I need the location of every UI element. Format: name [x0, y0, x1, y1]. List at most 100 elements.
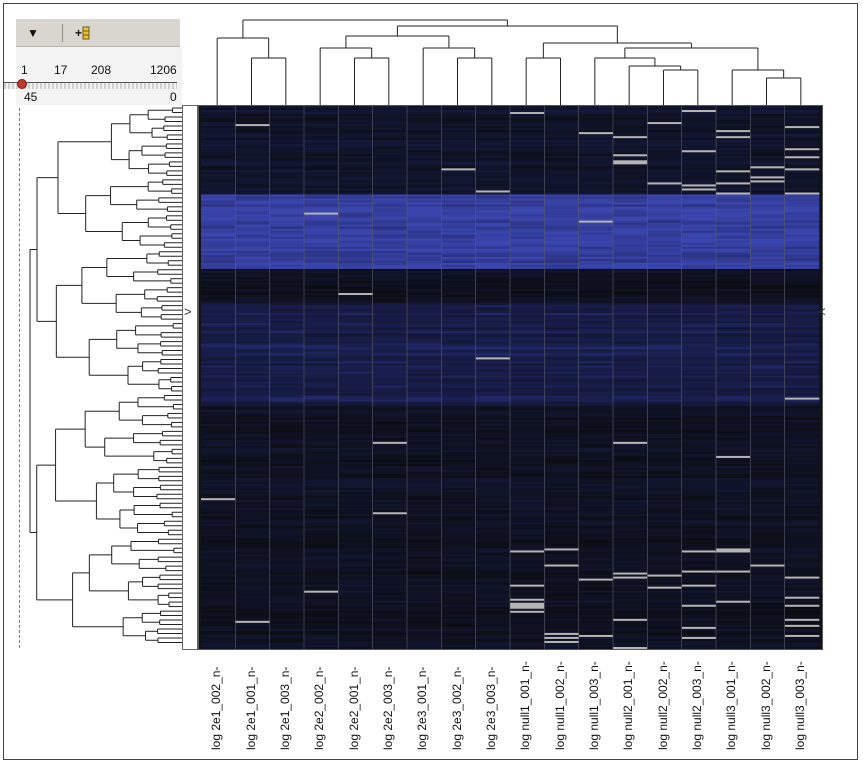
heatmap-cell: [441, 510, 476, 513]
heatmap-cell: [750, 184, 785, 187]
heatmap-cell: [407, 152, 442, 155]
heatmap-cell: [407, 409, 442, 412]
heatmap-cell: [338, 321, 373, 324]
heatmap-cell: [613, 162, 648, 165]
heatmap-cell: [201, 120, 236, 123]
heatmap-cell: [475, 166, 511, 169]
heatmap-cell: [235, 365, 270, 368]
heatmap-cell: [681, 120, 717, 123]
heatmap-cell: [201, 172, 236, 175]
heatmap-cell: [269, 524, 305, 527]
heatmap-cell: [304, 425, 339, 429]
left-chevron-icon[interactable]: >: [184, 304, 192, 319]
heatmap[interactable]: [198, 105, 823, 650]
heatmap-cell: [544, 254, 579, 258]
heatmap-cell: [578, 598, 614, 602]
heatmap-cell: [613, 576, 648, 579]
heatmap-cell: [441, 234, 476, 238]
heatmap-cell: [750, 377, 785, 380]
heatmap-cell: [578, 262, 614, 266]
heatmap-cell: [235, 459, 270, 463]
heatmap-cell: [338, 550, 373, 553]
heatmap-cell: [201, 305, 236, 308]
heatmap-cell: [441, 170, 476, 173]
heatmap-cell: [578, 498, 614, 501]
heatmap-cell: [269, 218, 305, 221]
heatmap-cell: [544, 576, 579, 579]
heatmap-cell: [681, 327, 717, 330]
heatmap-cell: [510, 542, 545, 545]
heatmap-cell: [201, 248, 236, 252]
heatmap-cell: [681, 409, 717, 412]
heatmap-cell: [716, 389, 751, 392]
heatmap-cell: [613, 468, 648, 471]
heatmap-cell: [544, 492, 579, 495]
heatmap-cell: [750, 252, 785, 256]
heatmap-cell: [407, 590, 442, 593]
heatmap-cell: [613, 234, 648, 238]
heatmap-cell: [647, 315, 682, 318]
heatmap-cell: [647, 182, 682, 185]
add-cluster-icon[interactable]: +: [72, 23, 94, 43]
heatmap-cell: [269, 552, 305, 555]
heatmap-cell: [578, 236, 614, 240]
heatmap-cell: [750, 381, 785, 384]
heatmap-cell: [784, 164, 820, 167]
heatmap-cell: [441, 564, 476, 567]
heatmap-cell: [304, 178, 339, 181]
heatmap-cell: [716, 530, 751, 533]
heatmap-cell: [510, 524, 545, 527]
heatmap-cell: [475, 474, 511, 477]
heatmap-cell: [613, 200, 648, 203]
heatmap-cell: [578, 224, 614, 227]
heatmap-cell: [681, 262, 717, 266]
heatmap-cell: [647, 407, 682, 410]
heatmap-cell: [750, 220, 785, 223]
heatmap-cell: [750, 172, 785, 175]
heatmap-cell: [475, 480, 511, 483]
heatmap-cell: [269, 399, 305, 402]
heatmap-cell: [235, 399, 270, 402]
heatmap-cell: [235, 343, 270, 346]
heatmap-cell: [338, 381, 373, 384]
heatmap-cell: [475, 361, 511, 364]
heatmap-cell: [201, 592, 236, 595]
heatmap-cell: [613, 423, 648, 427]
slider-knob[interactable]: [17, 79, 27, 89]
heatmap-cell: [201, 492, 236, 495]
heatmap-cell: [716, 562, 751, 565]
chevron-down-icon[interactable]: ▼: [22, 23, 44, 43]
heatmap-cell: [475, 152, 511, 155]
heatmap-cell: [201, 190, 236, 193]
heatmap-cell: [235, 524, 270, 527]
heatmap-cell: [544, 476, 579, 479]
heatmap-cell: [578, 156, 614, 159]
heatmap-cell: [269, 417, 305, 421]
heatmap-cell: [304, 502, 339, 505]
heatmap-cell: [475, 198, 511, 201]
heatmap-cell: [201, 188, 236, 191]
heatmap-cell: [201, 510, 236, 513]
heatmap-cell: [578, 528, 614, 531]
heatmap-cell: [647, 574, 682, 577]
heatmap-cell: [338, 305, 373, 308]
heatmap-cell: [578, 602, 614, 606]
heatmap-cell: [750, 341, 785, 344]
heatmap-cell: [304, 313, 339, 316]
heatmap-cell: [716, 449, 751, 453]
heatmap-cell: [201, 598, 236, 602]
dendrogram-cut-line[interactable]: [19, 108, 20, 648]
heatmap-cell: [407, 522, 442, 525]
heatmap-cell: [750, 110, 785, 113]
heatmap-cell: [510, 498, 545, 501]
heatmap-cell: [613, 548, 648, 551]
row-selection-strip[interactable]: [182, 105, 198, 650]
heatmap-cell: [544, 413, 579, 417]
heatmap-cell: [716, 351, 751, 354]
heatmap-cell: [647, 441, 682, 445]
heatmap-cell: [441, 578, 476, 581]
heatmap-cell: [235, 216, 270, 219]
heatmap-cell: [235, 122, 270, 125]
heatmap-cell: [269, 512, 305, 515]
heatmap-cell: [750, 317, 785, 320]
